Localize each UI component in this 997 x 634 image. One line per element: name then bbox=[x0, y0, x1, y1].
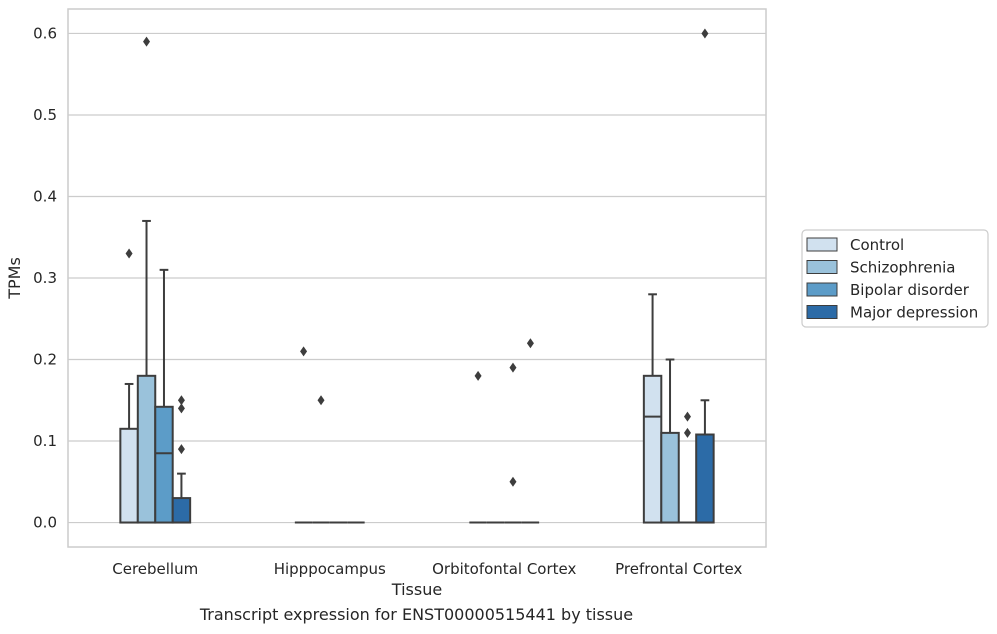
box-major-depression bbox=[695, 28, 715, 524]
y-axis-label: TPMs bbox=[5, 257, 24, 300]
box-schizophrenia bbox=[136, 36, 157, 524]
y-tick-label: 0.5 bbox=[33, 106, 57, 124]
y-tick-label: 0.4 bbox=[33, 187, 57, 205]
outlier-point bbox=[509, 362, 517, 373]
box-control bbox=[119, 248, 139, 524]
outlier-point bbox=[474, 370, 482, 381]
outlier-point bbox=[177, 444, 185, 455]
y-tick-label: 0.6 bbox=[33, 24, 57, 42]
outlier-point bbox=[300, 346, 308, 357]
legend-label: Control bbox=[850, 236, 904, 254]
box-body bbox=[119, 427, 139, 524]
x-tick-label: Cerebellum bbox=[112, 560, 198, 578]
legend: Control Schizophrenia Bipolar disorder Majo… bbox=[801, 229, 989, 328]
legend-swatch bbox=[806, 237, 838, 252]
box-body bbox=[136, 374, 157, 524]
legend-label: Schizophrenia bbox=[850, 259, 955, 277]
legend-swatch bbox=[806, 260, 838, 274]
y-tick-label: 0.2 bbox=[33, 351, 57, 369]
box-major-depression bbox=[171, 395, 192, 524]
y-tick-label: 0.1 bbox=[33, 432, 57, 450]
outlier-point bbox=[526, 338, 534, 349]
chart-caption: Transcript expression for ENST0000051544… bbox=[199, 605, 634, 624]
legend-box bbox=[801, 229, 989, 328]
box-body bbox=[171, 497, 192, 524]
outlier-point bbox=[683, 427, 691, 438]
box-control bbox=[469, 370, 487, 524]
legend-swatch bbox=[806, 305, 838, 319]
box-body bbox=[695, 433, 715, 524]
outlier-point bbox=[683, 411, 691, 422]
plot-frame bbox=[67, 8, 767, 548]
outlier-point bbox=[701, 28, 709, 39]
x-tick-label: Prefrontal Cortex bbox=[615, 560, 742, 578]
outlier-point bbox=[177, 395, 185, 406]
box-bipolar-disorder bbox=[154, 268, 174, 524]
box-control bbox=[294, 346, 313, 524]
box-schizophrenia bbox=[660, 358, 680, 524]
x-tick-label: Orbitofontal Cortex bbox=[432, 560, 576, 578]
box-body bbox=[660, 431, 680, 524]
y-tick-label: 0.3 bbox=[33, 269, 57, 287]
box-body bbox=[642, 374, 663, 524]
box-control bbox=[642, 293, 663, 524]
legend-swatch bbox=[806, 282, 838, 297]
y-axis-ticks: 0.0 0.1 0.2 0.3 0.4 0.5 0.6 bbox=[33, 24, 57, 531]
x-tick-label: Hipppocampus bbox=[274, 560, 386, 578]
box-bipolar-disorder bbox=[678, 411, 697, 524]
y-tick-label: 0.0 bbox=[33, 514, 57, 532]
outlier-point bbox=[125, 248, 133, 259]
outlier-point bbox=[143, 36, 151, 47]
x-axis-ticks: Cerebellum Hipppocampus Orbitofontal Corte… bbox=[112, 560, 742, 578]
legend-label: Major depression bbox=[850, 304, 978, 322]
gridlines bbox=[68, 32, 766, 524]
outlier-point bbox=[509, 476, 517, 487]
box-body bbox=[154, 405, 174, 524]
outlier-point bbox=[317, 395, 325, 406]
outlier-point bbox=[177, 403, 185, 414]
box-bipolar-disorder bbox=[504, 362, 522, 524]
legend-label: Bipolar disorder bbox=[850, 281, 970, 299]
box-schizophrenia bbox=[312, 395, 330, 524]
box-series bbox=[119, 28, 715, 524]
x-axis-label: Tissue bbox=[391, 580, 442, 599]
box-major-depression bbox=[521, 338, 540, 524]
